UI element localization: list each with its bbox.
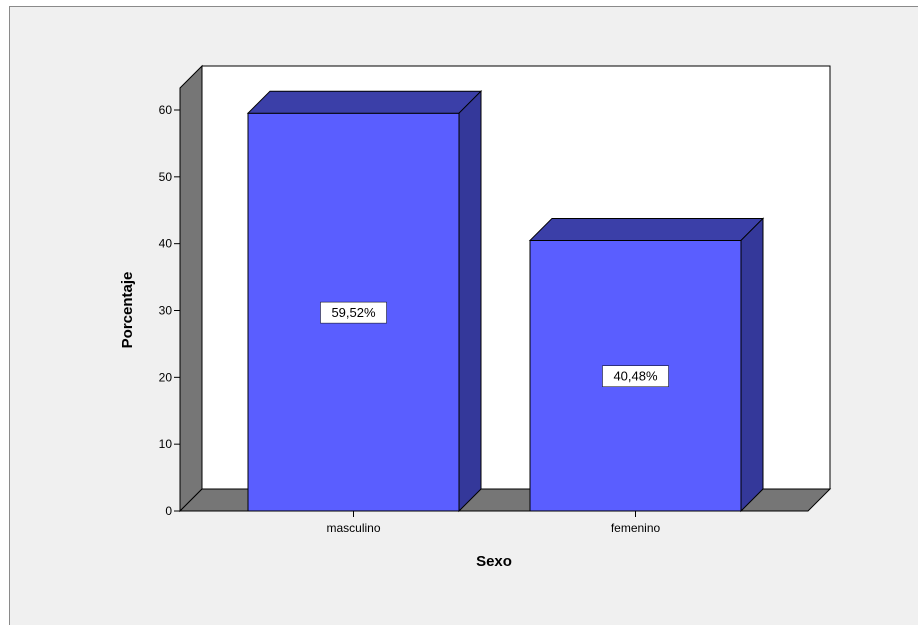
x-tick-label: femenino <box>611 521 661 535</box>
bar-femenino <box>528 217 765 513</box>
y-tick-label: 30 <box>159 304 173 318</box>
x-tick-label: masculino <box>326 521 380 535</box>
bar-side <box>740 217 764 513</box>
y-axis-title: Porcentaje <box>119 272 136 349</box>
data-labels: 59,52% 40,48% <box>320 301 669 387</box>
y-tick-label: 20 <box>159 370 173 384</box>
y-tick-label: 60 <box>159 103 173 117</box>
y-axis: 0 10 20 30 40 50 60 <box>159 103 180 518</box>
y-tick-label: 40 <box>159 237 173 251</box>
y-tick-label: 50 <box>159 170 173 184</box>
data-label: 59,52% <box>320 301 387 324</box>
data-label-box <box>602 365 669 387</box>
bars <box>246 90 765 513</box>
bar-side <box>458 90 482 513</box>
data-label-text: 59,52% <box>331 305 376 320</box>
y-tick-label: 10 <box>159 437 173 451</box>
bar-top <box>246 90 483 114</box>
data-label-text: 40,48% <box>613 369 658 384</box>
x-axis-title: Sexo <box>476 553 512 570</box>
x-axis: masculino femenino <box>326 511 661 535</box>
data-label: 40,48% <box>602 365 669 387</box>
left-wall <box>179 64 203 513</box>
bar-top <box>528 217 765 241</box>
bar-masculino <box>246 90 483 513</box>
data-label-box <box>320 301 387 324</box>
y-tick-label: 0 <box>165 504 172 518</box>
